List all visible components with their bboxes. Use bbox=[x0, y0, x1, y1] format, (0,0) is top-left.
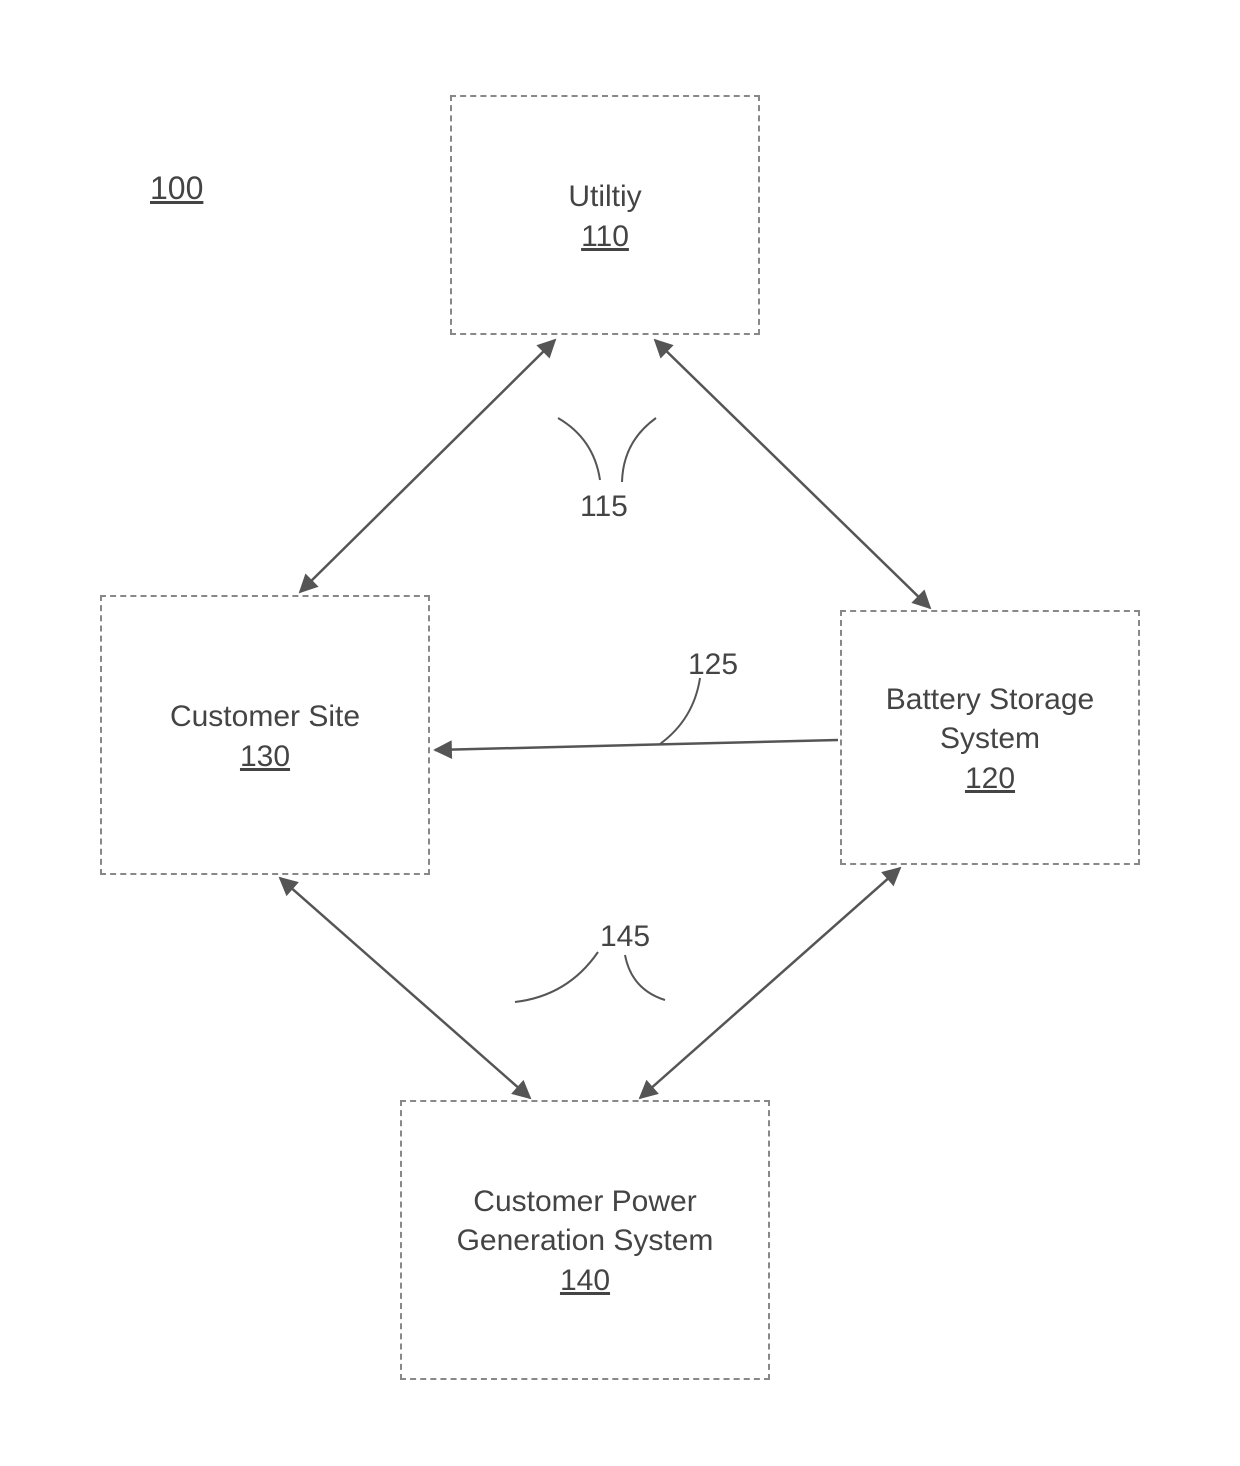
node-utility-title: Utiltiy bbox=[568, 177, 641, 216]
edge-e145b bbox=[640, 868, 900, 1098]
edge-e145a bbox=[280, 878, 530, 1098]
node-powergen-title: Customer PowerGeneration System bbox=[457, 1182, 714, 1260]
node-customer: Customer Site 130 bbox=[100, 595, 430, 875]
label-tick bbox=[622, 418, 656, 482]
figure-ref: 100 bbox=[150, 170, 203, 207]
node-battery-title: Battery StorageSystem bbox=[886, 680, 1094, 758]
label-tick bbox=[625, 955, 665, 1000]
node-battery: Battery StorageSystem 120 bbox=[840, 610, 1140, 865]
edge-label-125: 125 bbox=[688, 648, 738, 682]
label-tick bbox=[515, 952, 598, 1002]
label-tick bbox=[660, 678, 700, 744]
edge-e125 bbox=[435, 740, 838, 750]
system-diagram: 100 Utiltiy 110 Battery StorageSystem 12… bbox=[0, 0, 1240, 1466]
edge-label-115: 115 bbox=[580, 490, 628, 524]
node-customer-ref: 130 bbox=[240, 740, 290, 774]
node-utility: Utiltiy 110 bbox=[450, 95, 760, 335]
label-tick bbox=[558, 418, 600, 480]
node-powergen-ref: 140 bbox=[560, 1264, 610, 1298]
edge-label-145: 145 bbox=[600, 920, 650, 954]
node-battery-ref: 120 bbox=[965, 762, 1015, 796]
node-utility-ref: 110 bbox=[581, 220, 629, 254]
node-powergen: Customer PowerGeneration System 140 bbox=[400, 1100, 770, 1380]
edge-e115b bbox=[655, 340, 930, 608]
node-customer-title: Customer Site bbox=[170, 697, 360, 736]
edge-e115a bbox=[300, 340, 555, 592]
